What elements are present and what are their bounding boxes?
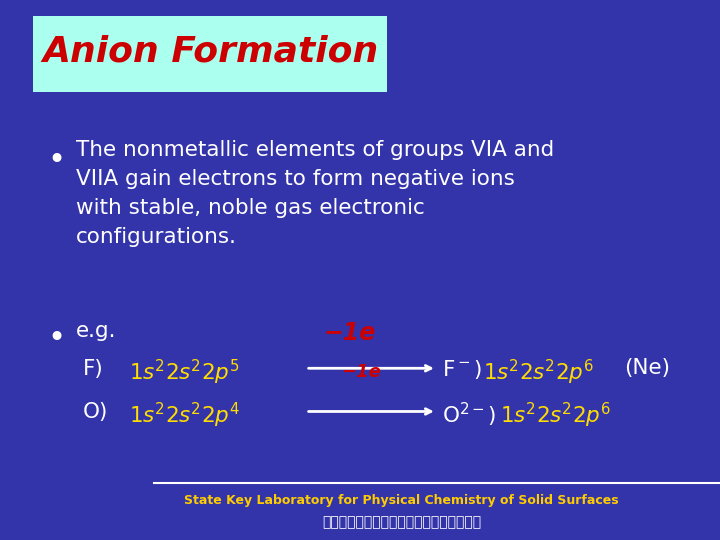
Text: •: •: [48, 324, 66, 353]
Text: •: •: [48, 146, 66, 175]
Text: O$^{2-}$): O$^{2-}$): [441, 401, 496, 429]
Text: $\mathit{1s^22s^22p^6}$: $\mathit{1s^22s^22p^6}$: [500, 401, 611, 430]
Text: $\mathit{1s^22s^22p^6}$: $\mathit{1s^22s^22p^6}$: [483, 358, 594, 387]
Text: 厕门大学固体表面物理化学国家重点实验室: 厕门大学固体表面物理化学国家重点实验室: [322, 516, 481, 530]
Text: F$^-$): F$^-$): [441, 358, 482, 381]
Text: e.g.: e.g.: [76, 321, 116, 341]
Text: −1e: −1e: [341, 363, 381, 381]
Text: State Key Laboratory for Physical Chemistry of Solid Surfaces: State Key Laboratory for Physical Chemis…: [184, 494, 618, 507]
FancyBboxPatch shape: [33, 16, 387, 92]
Text: $\mathit{1s^22s^22p^5}$: $\mathit{1s^22s^22p^5}$: [129, 358, 239, 387]
Text: O): O): [83, 402, 108, 422]
Text: −1e: −1e: [323, 321, 376, 345]
Text: $\mathit{1s^22s^22p^4}$: $\mathit{1s^22s^22p^4}$: [129, 401, 240, 430]
Text: Anion Formation: Anion Formation: [42, 35, 378, 68]
Text: The nonmetallic elements of groups VIA and
VIIA gain electrons to form negative : The nonmetallic elements of groups VIA a…: [76, 140, 554, 247]
Text: (Ne): (Ne): [624, 358, 670, 378]
Text: F): F): [83, 359, 104, 379]
